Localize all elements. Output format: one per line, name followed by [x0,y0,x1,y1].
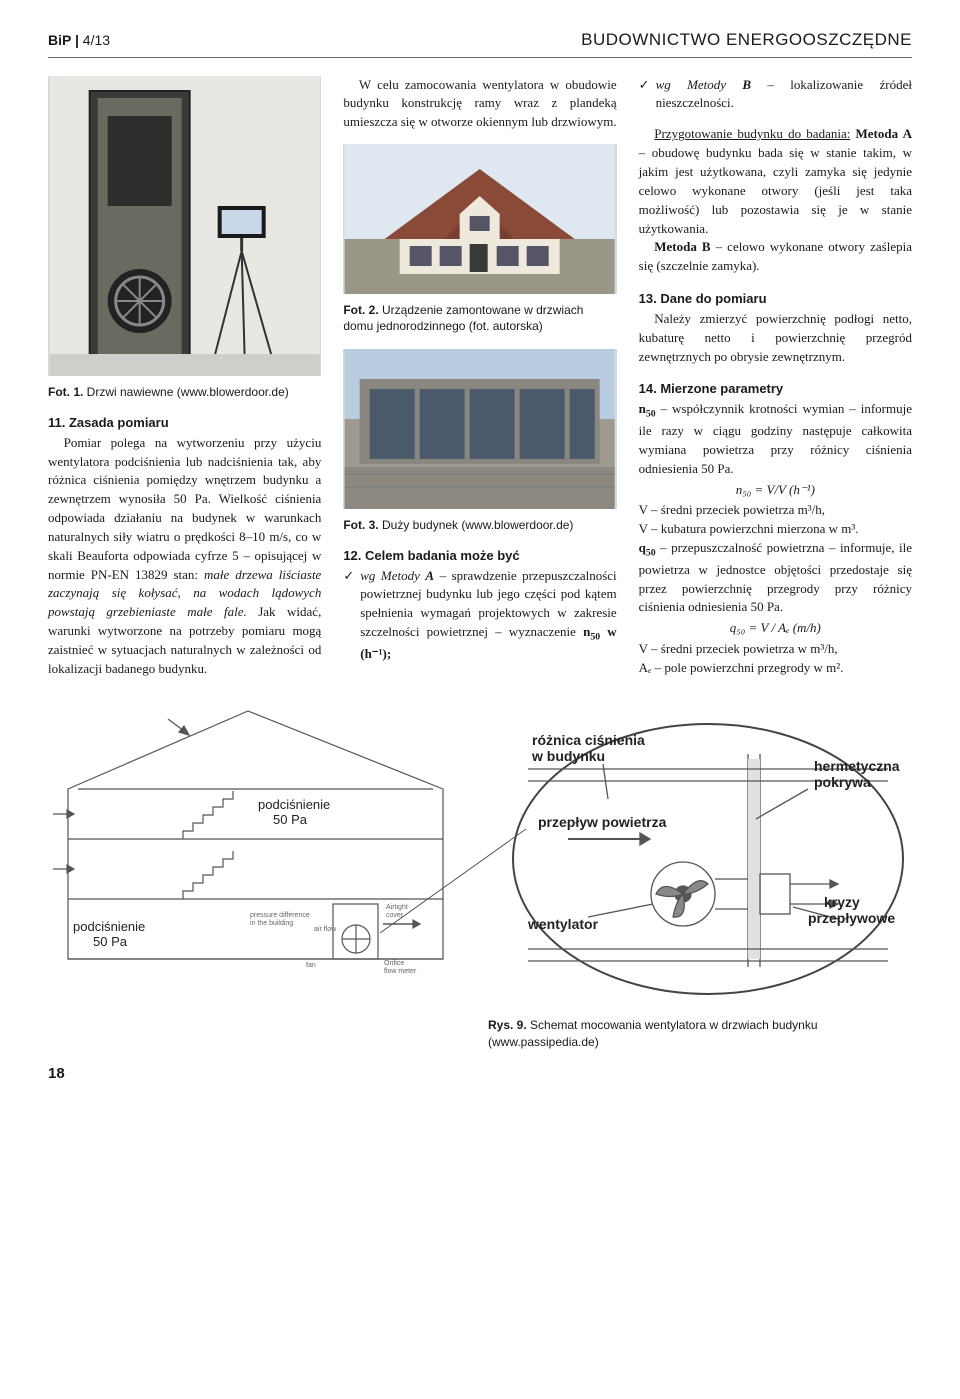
svg-text:in the building: in the building [250,920,293,927]
fig1-label: Fot. 1. [48,385,83,399]
category-title: BUDOWNICTWO ENERGOOSZCZĘDNE [581,28,912,53]
figure-2-caption: Fot. 2. Urządzenie zamontowane w drzwiac… [343,302,616,334]
section-14-title: 14. Mierzone parametry [639,380,912,399]
check-icon: ✓ [639,76,650,114]
fig3-text: Duży budynek (www.blowerdoor.de) [379,518,574,532]
v2-def: V – kubatura powierzchni mierzona w m³. [639,520,912,539]
col2-intro: W celu zamocowania wentylatora w obudowi… [343,76,616,133]
column-2: W celu zamocowania wentylatora w obudowi… [343,76,616,679]
svg-text:Orifice: Orifice [384,960,404,967]
svg-text:podciśnienie: podciśnienie [73,919,145,934]
figure-1-photo [48,76,321,376]
preparation-block: Przygotowanie budynku do badania: Metoda… [639,125,912,238]
figure-3-caption: Fot. 3. Duży budynek (www.blowerdoor.de) [343,517,616,533]
brand-name: BiP [48,32,71,48]
page-number: 18 [48,1063,912,1085]
svg-text:flow meter: flow meter [384,968,417,975]
section-12-title: 12. Celem badania może być [343,547,616,566]
section-11-body: Pomiar polega na wytworzeniu przy użyciu… [48,434,321,679]
column-3: ✓ wg Metody B – lokalizowanie źródeł nie… [639,76,912,679]
figure-2-photo [343,144,616,294]
formula-n50: n₅₀ = V/V (h⁻¹) [639,481,912,500]
figure-9-caption: Rys. 9. Schemat mocowania wentylatora w … [488,1017,912,1052]
svg-text:pokrywa: pokrywa [814,774,871,790]
svg-text:przepływowe: przepływowe [808,910,895,926]
v3-def: V – średni przeciek powietrza w m³/h, [639,640,912,659]
svg-text:różnica ciśnienia: różnica ciśnienia [532,732,645,748]
content-columns: Fot. 1. Drzwi nawiewne (www.blowerdoor.d… [48,76,912,679]
svg-text:przepływ powietrza: przepływ powietrza [538,814,667,830]
figure-9-diagram: podciśnienie 50 Pa podciśnienie 50 Pa pr… [48,699,912,1052]
fig3-label: Fot. 3. [343,518,378,532]
formula-q50: q₅₀ = V / Aₑ (m/h) [639,619,912,638]
svg-text:w budynku: w budynku [531,748,605,764]
header-brand: BiP | 4/13 [48,30,110,50]
v1-def: V – średni przeciek powietrza m³/h, [639,501,912,520]
check-icon: ✓ [343,567,354,664]
svg-text:pressure difference: pressure difference [250,912,310,919]
ae-def: Aₑ – pole powierzchni przegrody w m². [639,659,912,678]
q50-def: q50 – przepuszczalność powietrzna – info… [639,539,912,617]
figure-1-caption: Fot. 1. Drzwi nawiewne (www.blowerdoor.d… [48,384,321,400]
fig2-label: Fot. 2. [343,303,378,317]
section-12-item-b: ✓ wg Metody B – lokalizowanie źródeł nie… [639,76,912,114]
section-11-title: 11. Zasada pomiaru [48,414,321,433]
svg-text:wentylator: wentylator [527,916,599,932]
column-1: Fot. 1. Drzwi nawiewne (www.blowerdoor.d… [48,76,321,679]
issue-number: 4/13 [83,32,110,48]
preparation-b: Metoda B – celowo wykonane otwory zaślep… [639,238,912,276]
fig2-text: Urządzenie zamontowane w drzwiach domu j… [343,303,583,333]
svg-text:air flow: air flow [314,926,337,933]
svg-text:hermetyczna: hermetyczna [814,758,900,774]
page-header: BiP | 4/13 BUDOWNICTWO ENERGOOSZCZĘDNE [48,28,912,58]
n50-def: n50 – współczynnik krotności wymian – in… [639,400,912,478]
svg-text:fan: fan [306,962,316,969]
section-12-item-a: ✓ wg Metody A – sprawdzenie przepuszczal… [343,567,616,664]
svg-text:50 Pa: 50 Pa [93,934,128,949]
section-13-body: Należy zmierzyć powierzchnię podłogi net… [639,310,912,367]
figure-3-photo [343,349,616,509]
svg-text:kryzy: kryzy [824,894,860,910]
svg-text:50 Pa: 50 Pa [273,812,308,827]
section-13-title: 13. Dane do pomiaru [639,290,912,309]
divider: | [75,32,83,48]
fig1-text: Drzwi nawiewne (www.blowerdoor.de) [83,385,288,399]
svg-text:Airtight: Airtight [386,904,408,911]
label-podcisnienie-1: podciśnienie [258,797,330,812]
